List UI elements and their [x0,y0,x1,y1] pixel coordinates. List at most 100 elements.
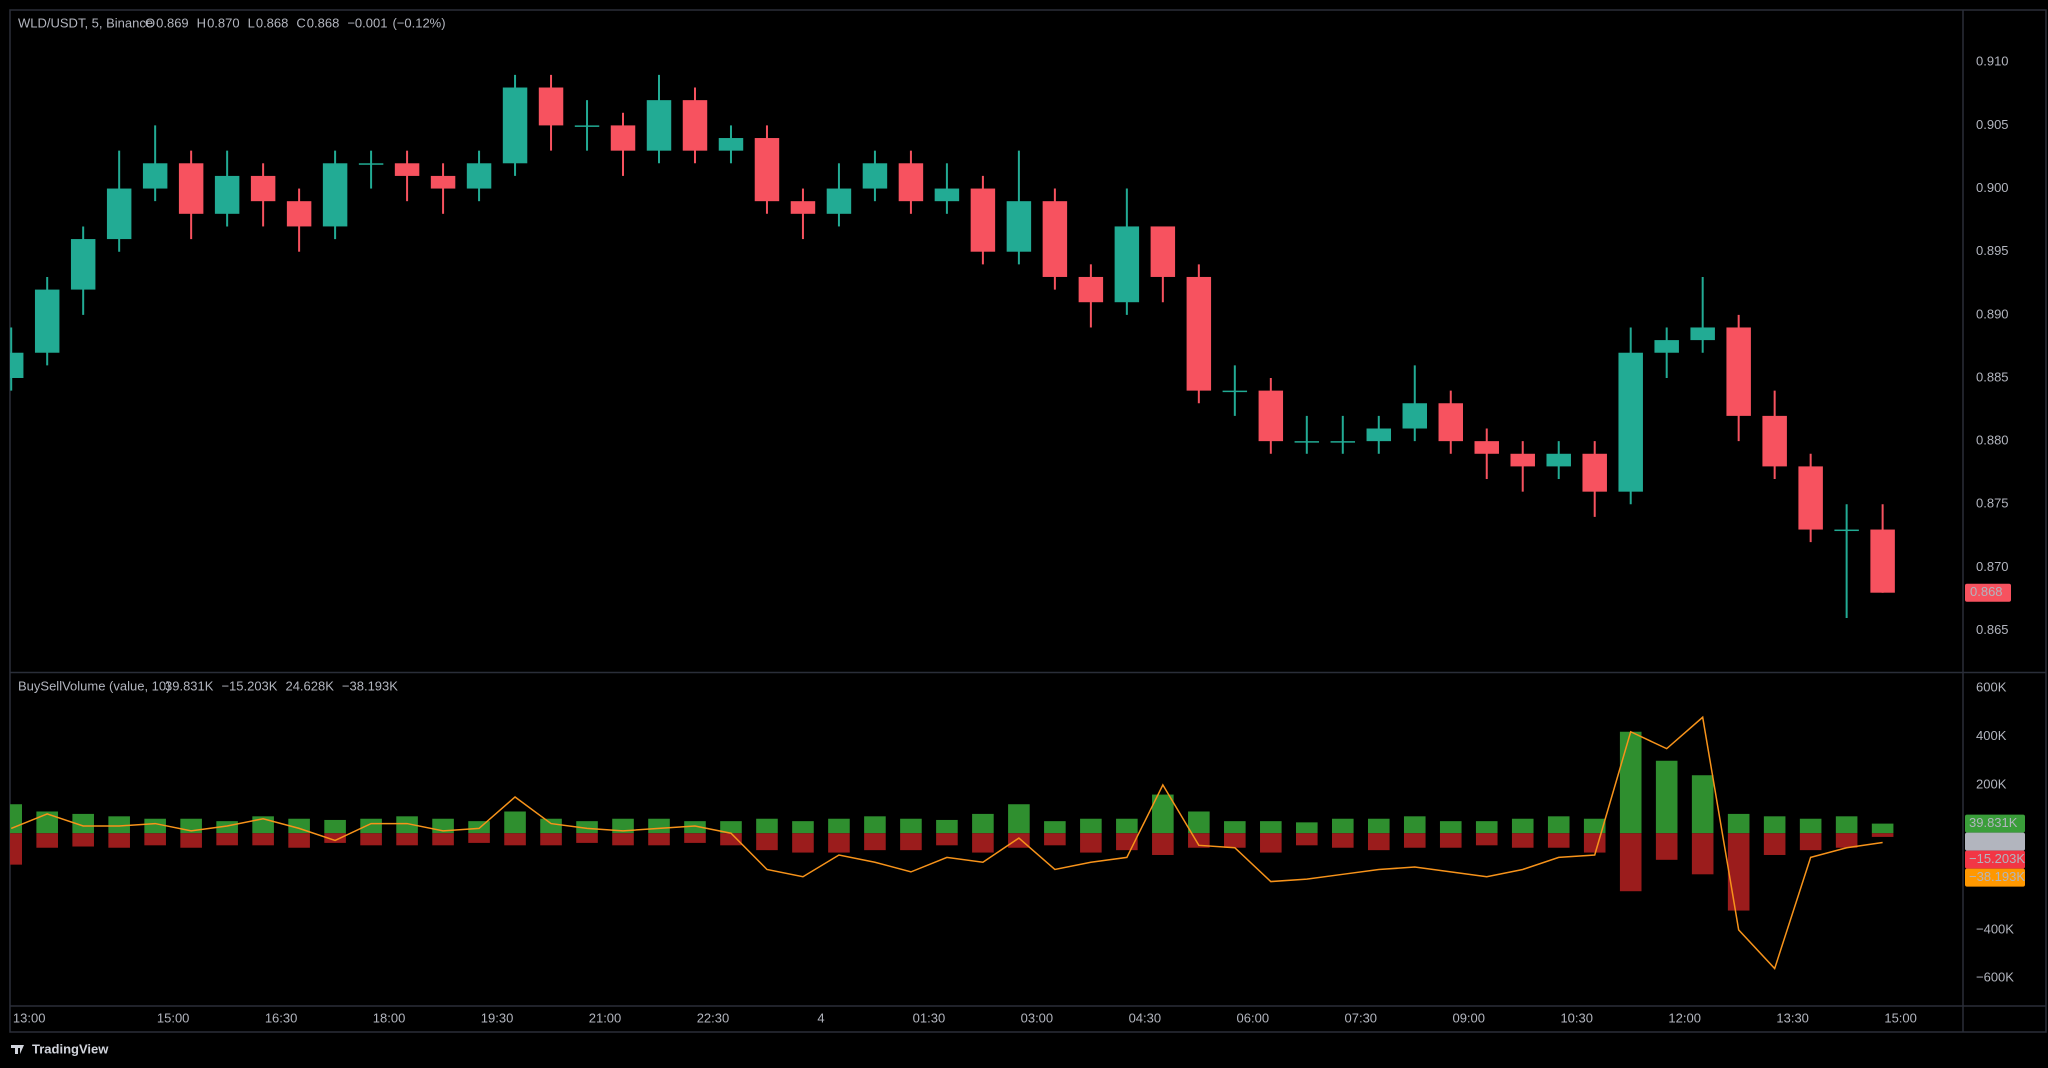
sell-bar [720,833,742,846]
buy-bar [1296,822,1318,834]
sell-bar [252,833,274,846]
candle-body [214,175,240,214]
sell-bar [1224,833,1246,848]
x-tick-label: 18:00 [373,1010,406,1025]
buy-bar [1655,760,1678,834]
sell-bar [1691,833,1714,875]
x-tick-label: 22:30 [697,1010,730,1025]
sell-bar [1439,833,1462,848]
x-tick-label: 16:30 [265,1010,298,1025]
candle-body [862,163,888,189]
candle-body [1870,529,1895,593]
buy-bar [684,821,706,834]
buy-bar [1008,804,1030,834]
buy-bar [648,818,670,834]
ohlc-value: 0.868 [256,15,289,30]
sell-bar [1511,833,1534,848]
indicator-pane [10,715,1894,970]
sell-bar [1475,833,1498,846]
candle-body [1006,201,1032,252]
y-tick-label: 0.870 [1976,559,2009,574]
y-tick-label: 600K [1976,680,2007,695]
value-badge-label: −15.203K [1969,851,2025,866]
buy-bar [504,811,526,834]
buy-bar [792,821,814,834]
sell-bar [1331,833,1354,848]
y-tick-label: 0.885 [1976,369,2009,384]
y-tick-label: 0.905 [1976,117,2009,132]
buy-bar [1691,775,1714,834]
value-badge-label: 39.831K [1969,815,2018,830]
buy-bar [360,818,382,834]
readout-label: −38.193K [342,678,398,693]
x-tick-label: 07:30 [1345,1010,1378,1025]
buy-bar [108,816,130,834]
candle-body [646,100,672,151]
buy-bar [1080,818,1102,834]
symbol-title: WLD/USDT, 5, Binance [18,15,153,30]
y-tick-label: 400K [1976,728,2007,743]
candle-body [1186,276,1212,391]
indicator-title: BuySellVolume (value, 10) [18,678,170,693]
sell-bar [1799,833,1822,851]
sell-bar [1619,833,1642,892]
candle-body [322,163,348,227]
x-tick-label: 15:00 [1884,1010,1917,1025]
candle-body [1366,428,1392,442]
value-badge [1965,832,2025,851]
ohlc-key: O [145,15,155,30]
value-badge [1965,850,2025,869]
candle-body [1582,453,1607,492]
buy-bar [936,819,958,834]
sell-bar [900,833,922,851]
readout-label: 39.831K [165,678,214,693]
buy-bar [1583,818,1606,834]
candle-body [1798,466,1823,530]
candle-body [790,201,816,214]
buy-bar [468,821,490,834]
sell-bar [432,833,454,846]
candle-body [358,163,384,165]
sell-bar [144,833,166,846]
buy-bar [576,821,598,834]
candle-body [718,138,744,151]
candle-body [934,188,960,202]
candle-body [1474,441,1499,454]
buy-bar [972,813,994,834]
sell-bar [1080,833,1102,853]
candle-body [1222,390,1248,393]
x-tick-label: 09:00 [1452,1010,1485,1025]
candle-body [286,201,312,227]
buy-bar [1763,816,1786,834]
candle-body [1438,403,1463,442]
ohlc-value: 0.869 [156,15,189,30]
sell-bar [1835,833,1858,848]
sell-bar [576,833,598,843]
frame [9,9,2047,1033]
sell-bar [10,833,22,865]
candle-body [10,352,24,378]
y-tick-label: 200K [1976,776,2007,791]
candle-body [1654,340,1679,353]
sell-bar [216,833,238,846]
buy-bar [720,821,742,834]
x-tick-label: 13:30 [1776,1010,1809,1025]
readout-label: −15.203K [221,678,277,693]
value-badge-label: −38.193K [1969,869,2025,884]
buy-bar [1547,816,1570,834]
sell-bar [72,833,94,847]
buy-bar [1116,818,1138,834]
sell-bar [756,833,778,851]
sell-bar [1152,833,1174,855]
sell-bar [1655,833,1678,860]
buy-bar [324,819,346,834]
buy-bar [1799,818,1822,834]
y-tick-label: 0.875 [1976,496,2009,511]
y-tick-label: −600K [1976,970,2014,985]
candle-body [610,125,636,151]
buy-bar [1871,823,1894,834]
value-badge [1965,814,2025,833]
value-badge [1965,868,2025,887]
sell-bar [540,833,562,846]
sell-bar [1403,833,1426,848]
